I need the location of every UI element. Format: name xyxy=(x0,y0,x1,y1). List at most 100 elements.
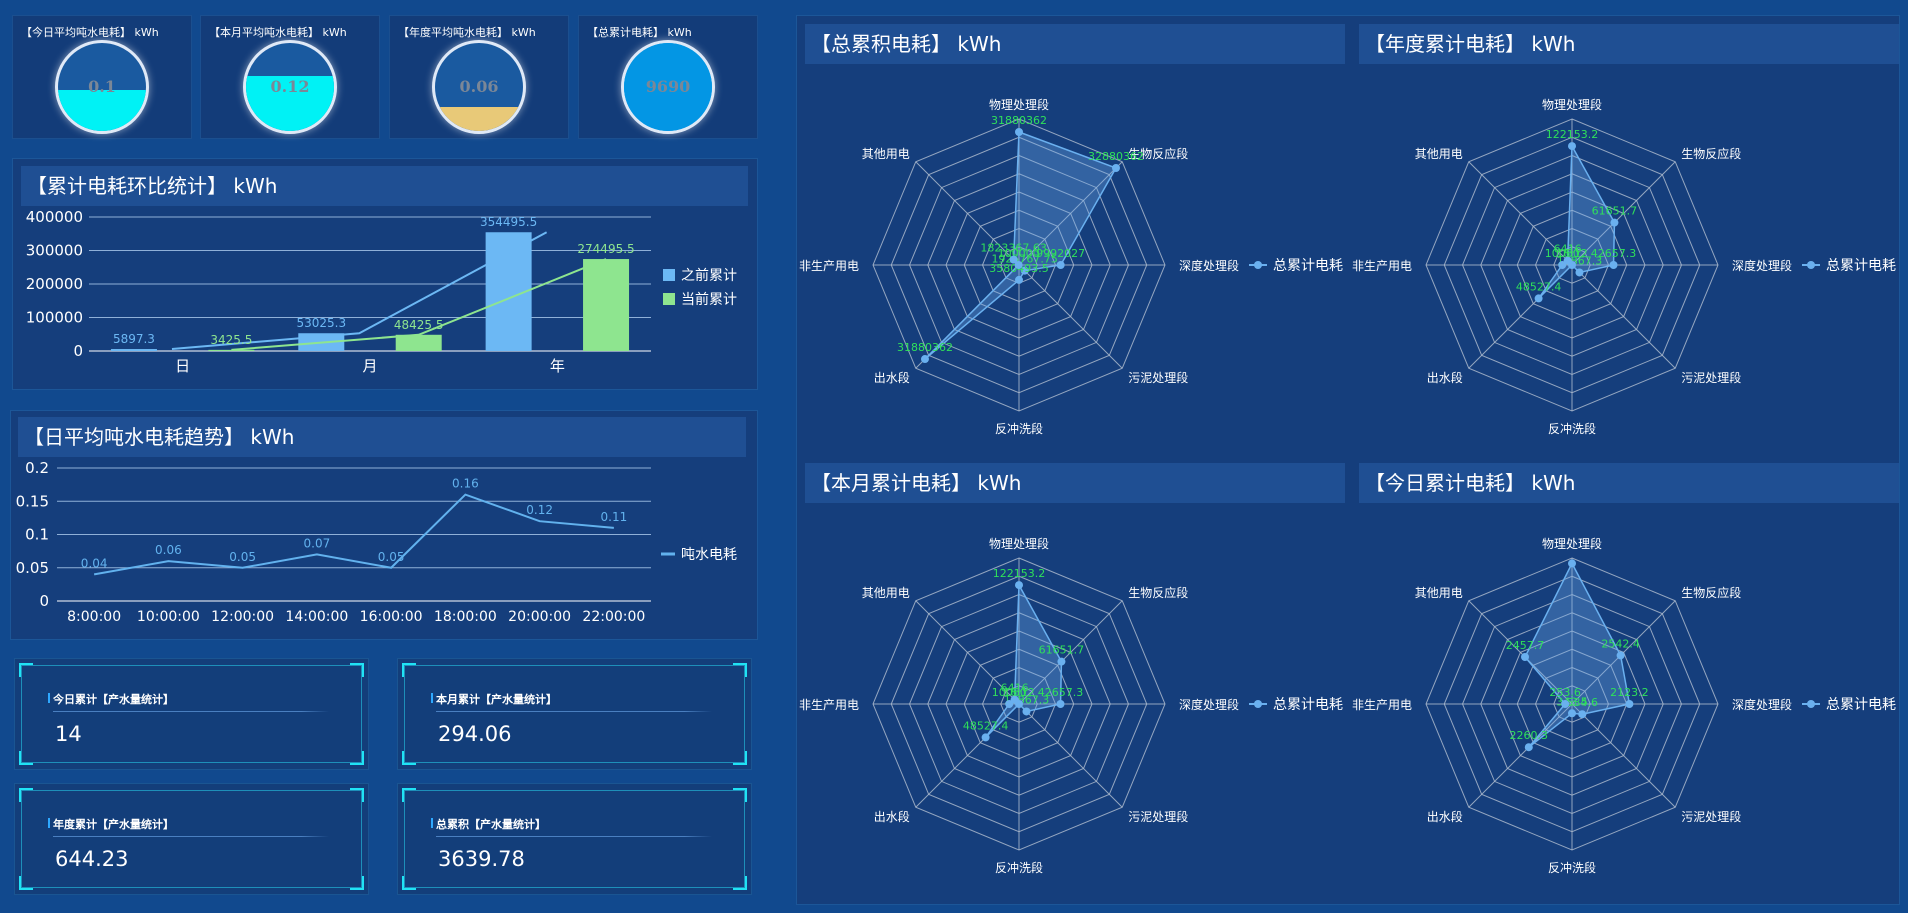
point-value-label: 0.16 xyxy=(452,477,479,491)
stat-value: 644.23 xyxy=(55,847,129,871)
radar-point xyxy=(981,733,990,742)
radar-indicator-label: 非生产用电 xyxy=(1352,259,1412,273)
radar-value-label: 253.6 xyxy=(1549,686,1581,699)
radar-point xyxy=(1111,164,1120,173)
x-tick-label: 8:00:00 xyxy=(67,609,121,625)
radar-point xyxy=(1005,700,1014,708)
radar-indicator-label: 物理处理段 xyxy=(989,97,1049,112)
stat-label: 总累积【产水量统计】 xyxy=(431,818,546,831)
bar-value-label: 5897.3 xyxy=(113,332,155,346)
radar-indicator-label: 深度处理段 xyxy=(1179,697,1239,712)
radar-indicator-label: 反冲洗段 xyxy=(1548,860,1596,875)
gauge-fill xyxy=(624,43,712,131)
radar-indicator-label: 非生产用电 xyxy=(799,259,859,273)
y-tick-label: 0.2 xyxy=(25,459,49,477)
stat-divider xyxy=(53,711,329,712)
radar-point xyxy=(1009,255,1018,264)
legend-swatch xyxy=(663,293,675,305)
stat-frame xyxy=(404,790,745,888)
point-value-label: 0.12 xyxy=(526,503,553,517)
liquid-gauge: 0.06 xyxy=(432,40,526,134)
corner-accent xyxy=(350,788,364,802)
corner-accent xyxy=(733,751,747,765)
corner-accent xyxy=(402,663,416,677)
radar-value-label: 122153.2 xyxy=(993,567,1046,580)
stat-frame xyxy=(21,790,362,888)
x-tick-label: 12:00:00 xyxy=(211,609,274,625)
radar-value-label: 2123.2 xyxy=(1610,686,1649,699)
radar-point xyxy=(1015,275,1023,284)
stat-card: 今日累计【产水量统计】 14 xyxy=(14,658,369,770)
stat-frame xyxy=(21,665,362,763)
bar-chart: 0 100000 200000 300000 400000 日 月 年 5897.3 53025.… xyxy=(26,208,737,375)
radar-indicator-label: 深度处理段 xyxy=(1179,258,1239,273)
stat-label: 年度累计【产水量统计】 xyxy=(48,818,174,831)
gauge-title: 【今日平均吨水电耗】 kWh xyxy=(21,26,159,39)
radar-point xyxy=(1524,743,1533,752)
radar-point xyxy=(1010,695,1019,704)
radar-point xyxy=(1534,294,1543,303)
bar xyxy=(395,334,442,351)
radar-indicator-label: 其他用电 xyxy=(1415,147,1463,161)
radar-spoke xyxy=(1468,600,1573,705)
y-tick-label: 0.15 xyxy=(16,492,49,510)
radar-indicator-label: 污泥处理段 xyxy=(1128,370,1188,385)
liquid-gauge: 9690 xyxy=(621,40,715,134)
radar-indicator-label: 出水段 xyxy=(874,809,910,824)
liquid-gauge: 0.12 xyxy=(243,40,337,134)
radar-value-label: 9992027 xyxy=(1036,247,1085,260)
x-tick-label: 10:00:00 xyxy=(137,609,200,625)
line-chart: 0 0.05 0.1 0.15 0.2 8:00:00 0.04 10:00:00 0.06 12… xyxy=(16,459,737,625)
stat-card: 总累积【产水量统计】 3639.78 xyxy=(397,783,752,895)
series-trend-line xyxy=(231,258,607,351)
bar xyxy=(110,349,157,351)
legend-marker xyxy=(1807,700,1815,708)
radar-indicator-label: 其他用电 xyxy=(862,147,910,161)
radar-point xyxy=(1521,653,1530,662)
stat-value: 14 xyxy=(55,722,82,746)
radar-point xyxy=(1568,709,1576,718)
gauge-value: 0.1 xyxy=(88,77,116,96)
radar-value-label: 2260.3 xyxy=(1510,729,1549,742)
corner-accent xyxy=(19,663,33,677)
trend-panel: 【日平均吨水电耗趋势】 kWh 0 0.05 0.1 0.15 0.2 8:00:00 0.… xyxy=(10,410,758,640)
radar-point xyxy=(1020,266,1029,275)
legend-marker xyxy=(1254,261,1262,269)
ratio-title: 【累计电耗环比统计】 kWh xyxy=(21,166,748,206)
radar-spoke xyxy=(1468,703,1573,808)
stat-label: 本月累计【产水量统计】 xyxy=(431,693,557,706)
point-value-label: 0.05 xyxy=(229,550,256,564)
gauge-value: 0.12 xyxy=(270,77,310,96)
radar-area xyxy=(1537,143,1616,299)
x-tick-label: 22:00:00 xyxy=(582,609,645,625)
legend-label: 总累计电耗 xyxy=(1826,697,1896,713)
radar-spoke xyxy=(1571,161,1676,266)
y-tick-label: 0.05 xyxy=(16,559,49,577)
gauge-title: 【本月平均吨水电耗】 kWh xyxy=(209,26,347,39)
radar-value-label: 2457.7 xyxy=(1506,639,1545,652)
corner-accent xyxy=(350,876,364,890)
legend-marker xyxy=(1807,261,1815,269)
radar-value-label: 6416 xyxy=(1554,243,1582,256)
radar-indicator-label: 反冲洗段 xyxy=(1548,421,1596,436)
radar-indicator-label: 出水段 xyxy=(874,370,910,385)
radar-indicator-label: 其他用电 xyxy=(1415,586,1463,600)
legend-marker xyxy=(1254,700,1262,708)
y-tick-label: 400000 xyxy=(26,208,83,226)
bar xyxy=(583,259,630,351)
y-tick-label: 0.1 xyxy=(25,526,49,544)
corner-accent xyxy=(733,663,747,677)
gauge-fill xyxy=(58,89,146,131)
radar-indicator-label: 物理处理段 xyxy=(989,536,1049,551)
point-value-label: 0.05 xyxy=(378,550,405,564)
radar-indicator-label: 污泥处理段 xyxy=(1681,370,1741,385)
point-value-label: 0.07 xyxy=(304,536,331,550)
y-tick-label: 0 xyxy=(39,592,49,610)
stat-card: 年度累计【产水量统计】 644.23 xyxy=(14,783,369,895)
radar-point xyxy=(1609,261,1618,269)
point-value-label: 0.11 xyxy=(601,510,628,524)
gauge-value: 0.06 xyxy=(459,77,499,96)
radar-indicator-label: 反冲洗段 xyxy=(995,860,1043,875)
bar-value-label: 53025.3 xyxy=(296,316,346,330)
radar-value-label: 10060 xyxy=(992,686,1027,699)
